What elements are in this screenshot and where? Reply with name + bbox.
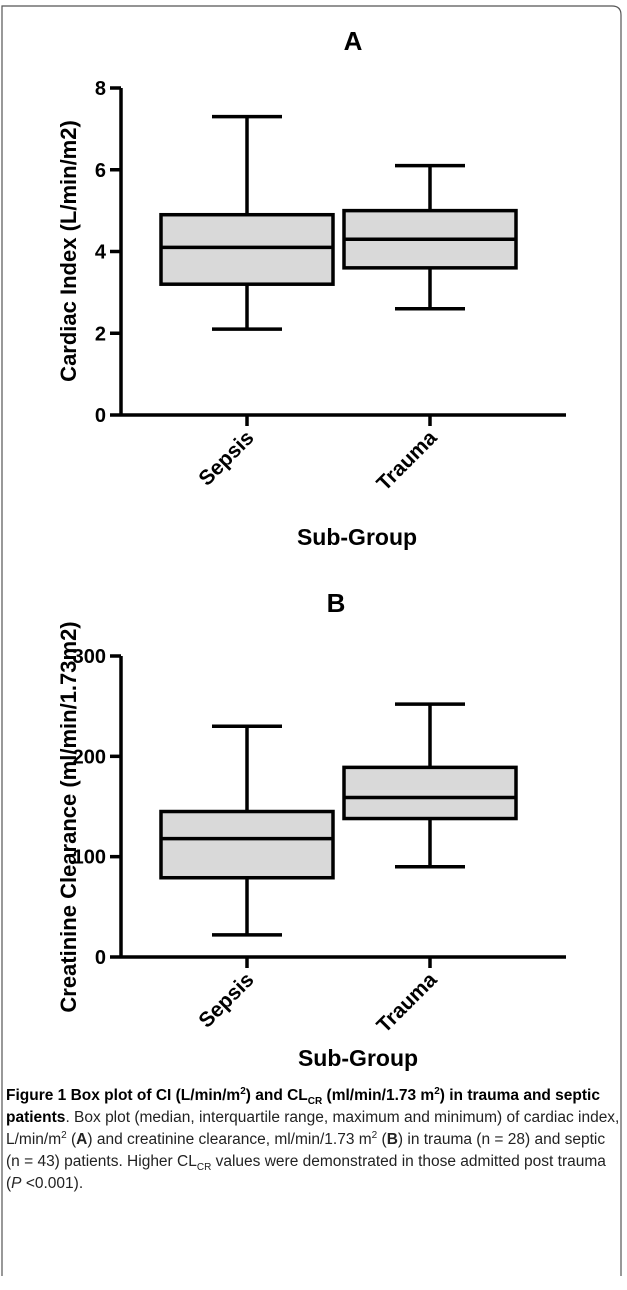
- panel-b-chart: B Creatinine Clearance (ml/min/1.73m2) S…: [56, 588, 566, 1071]
- caption-body-sub: CR: [196, 1162, 212, 1174]
- box-trauma: [342, 702, 518, 869]
- caption-body-part: (: [377, 1131, 387, 1148]
- panel-a-axes: 0 2 4 6 8 Sepsis Trauma: [95, 78, 566, 495]
- caption-title-sub: CR: [307, 1096, 323, 1108]
- y-tick-label: 4: [95, 242, 107, 264]
- panel-b-xlabel: Sub-Group: [298, 1045, 418, 1071]
- caption-title-part: ) in trauma and septic patients: [6, 1087, 600, 1126]
- y-tick-label: 100: [73, 847, 106, 869]
- y-tick-label: 0: [95, 947, 106, 969]
- caption-body-bold: A: [76, 1131, 88, 1148]
- x-tick-label-sepsis: Sepsis: [194, 426, 258, 490]
- caption-body-sup: 2: [371, 1129, 378, 1141]
- iqr-box: [342, 765, 518, 821]
- caption-title-sup: 2: [240, 1085, 246, 1097]
- panel-a-boxes: [159, 114, 518, 331]
- caption-title-sup: 2: [434, 1085, 440, 1097]
- caption-body-part: ) in trauma (n = 28) and septic (n = 43)…: [6, 1131, 606, 1170]
- caption-title: Figure 1 Box plot of CI (L/min/m2) and C…: [6, 1085, 600, 1126]
- caption-body-part: ) and creatinine clearance, ml/min/1.73 …: [87, 1131, 372, 1148]
- y-tick-label: 8: [95, 78, 106, 100]
- panel-a-xlabel: Sub-Group: [297, 524, 417, 550]
- panel-b-boxes: [159, 702, 518, 937]
- box-sepsis: [159, 724, 335, 937]
- y-tick-label: 2: [95, 323, 106, 345]
- caption-body-sup: 2: [61, 1129, 67, 1141]
- panel-a-chart: A Cardiac Index (L/min/m2) Sub-Group 0 2 4…: [56, 26, 566, 550]
- panel-a-ylabel: Cardiac Index (L/min/m2): [56, 120, 81, 382]
- caption-body-part: values were demonstrated in those admitt…: [6, 1153, 606, 1192]
- caption-body-bold: B: [386, 1131, 398, 1148]
- caption-title-part: Figure 1 Box plot of CI (L/min/m: [6, 1087, 241, 1104]
- caption-title-part: (ml/min/1.73 m: [322, 1087, 435, 1104]
- x-tick-label-sepsis: Sepsis: [194, 968, 258, 1032]
- panel-b-label: B: [327, 588, 346, 618]
- x-tick-label-trauma: Trauma: [372, 426, 441, 495]
- iqr-box: [159, 212, 335, 286]
- frame-border: [1, 5, 622, 1276]
- caption-body-part: (: [66, 1131, 77, 1148]
- box-sepsis: [159, 114, 335, 331]
- caption-body-italic: P: [11, 1175, 22, 1192]
- figure-caption: Figure 1 Box plot of CI (L/min/m2) and C…: [6, 1085, 621, 1195]
- caption-body-part: . Box plot (median, interquartile range,…: [6, 1109, 620, 1148]
- panel-a-label: A: [344, 26, 363, 56]
- caption-body-part: <0.001).: [21, 1175, 84, 1192]
- y-tick-label: 200: [73, 746, 106, 768]
- x-tick-label-trauma: Trauma: [372, 968, 441, 1037]
- y-tick-label: 6: [95, 160, 106, 182]
- caption-title-part: ) and CL: [245, 1087, 308, 1104]
- iqr-box: [159, 809, 335, 880]
- box-trauma: [342, 163, 518, 311]
- y-tick-label: 0: [95, 405, 106, 427]
- y-tick-label: 300: [73, 646, 106, 668]
- panel-b-ylabel: Creatinine Clearance (ml/min/1.73m2): [56, 621, 81, 1012]
